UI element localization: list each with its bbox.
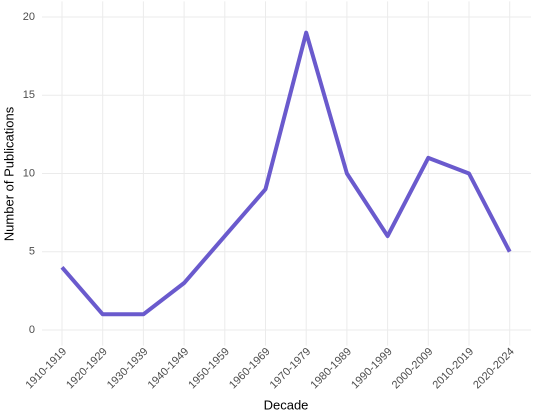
y-tick-label: 10 [23, 167, 35, 179]
y-tick-label: 5 [29, 246, 35, 258]
y-tick-label: 20 [23, 11, 35, 23]
x-tick-label: 2020-2024 [471, 346, 517, 392]
x-tick-label: 2010-2019 [430, 346, 476, 392]
y-tick-label: 15 [23, 89, 35, 101]
x-tick-label: 1970-1979 [268, 346, 314, 392]
x-tick-label: 1980-1989 [308, 346, 354, 392]
y-axis-title: Number of Publications [1, 106, 16, 241]
data-line [60, 30, 512, 317]
x-tick-label: 1930-1939 [105, 346, 151, 392]
x-tick-label: 1990-1999 [349, 346, 395, 392]
x-tick-label: 2000-2009 [390, 346, 436, 392]
x-tick-label: 1920-1929 [64, 346, 110, 392]
x-tick-label: 1960-1969 [227, 346, 273, 392]
x-tick-label: 1950-1959 [186, 346, 232, 392]
y-tick-label: 0 [29, 324, 35, 336]
x-tick-label: 1940-1949 [146, 346, 192, 392]
x-axis-title: Decade [264, 397, 309, 412]
x-tick-label: 1910-1919 [23, 346, 69, 392]
